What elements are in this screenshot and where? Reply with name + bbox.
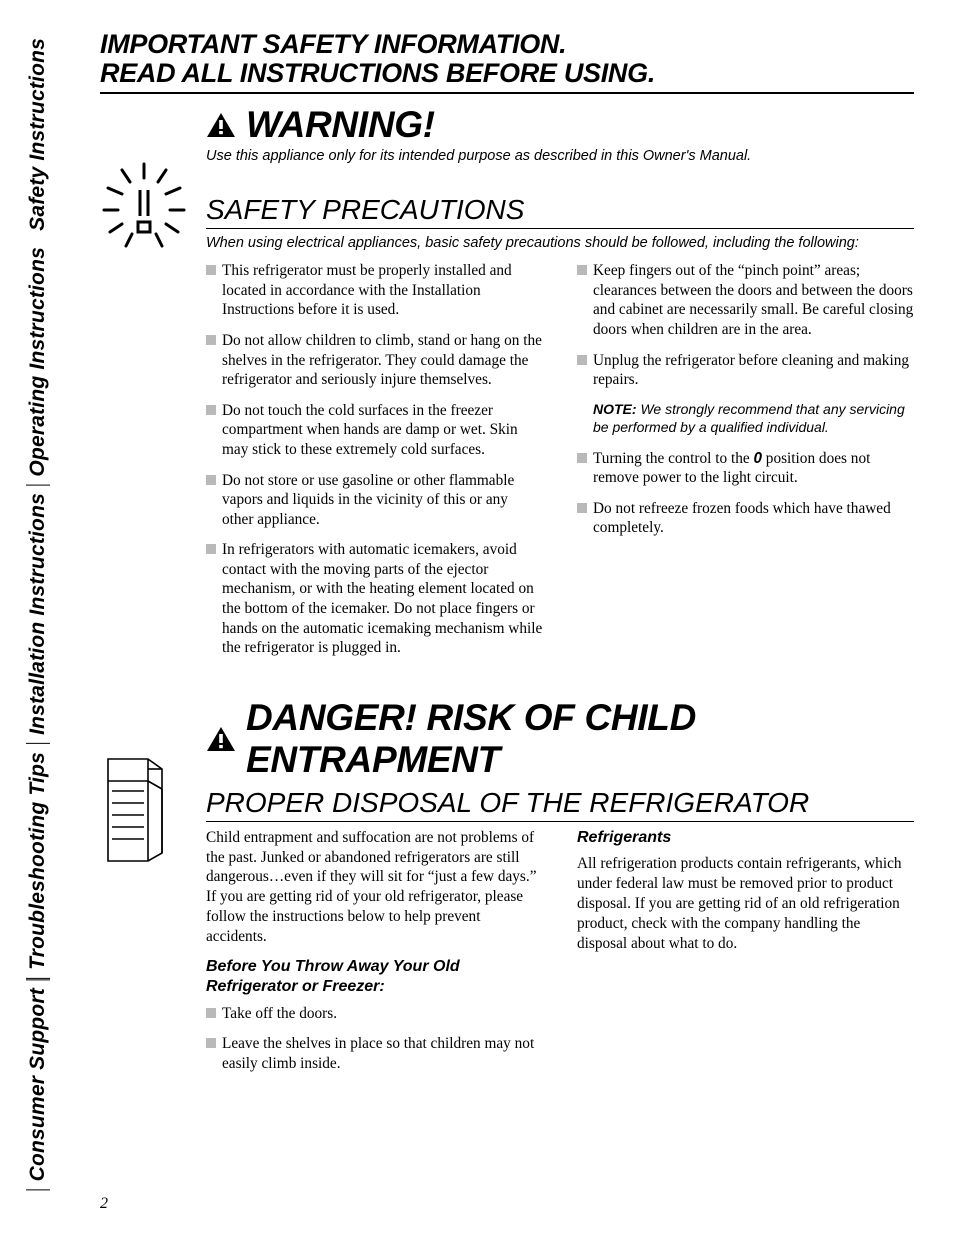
- danger-columns: Child entrapment and suffocation are not…: [206, 828, 914, 1085]
- danger-left-para: Child entrapment and suffocation are not…: [206, 828, 543, 947]
- list-item: Do not allow children to climb, stand or…: [206, 331, 543, 390]
- tab-installation-instructions[interactable]: Installation Instructions: [26, 485, 50, 744]
- danger-left-col: Child entrapment and suffocation are not…: [206, 828, 543, 1085]
- before-throw-away-heading: Before You Throw Away Your Old Refrigera…: [206, 957, 543, 998]
- warning-subtext: Use this appliance only for its intended…: [206, 148, 914, 164]
- page-number: 2: [100, 1195, 108, 1213]
- list-item: Take off the doors.: [206, 1004, 543, 1024]
- list-item: Do not touch the cold surfaces in the fr…: [206, 401, 543, 460]
- refrigerants-para: All refrigeration products contain refri…: [577, 854, 914, 953]
- danger-icon-col: [100, 697, 188, 1085]
- refrigerator-icon: [100, 850, 170, 867]
- precautions-right-list-1: Keep fingers out of the “pinch point” ar…: [577, 261, 914, 389]
- tab-safety-instructions[interactable]: Safety Instructions: [26, 30, 50, 239]
- danger-section: DANGER! RISK OF CHILD ENTRAPMENT PROPER …: [100, 697, 914, 1085]
- attention-burst-icon: [100, 237, 188, 254]
- title-line-2: READ ALL INSTRUCTIONS BEFORE USING.: [100, 58, 655, 88]
- page: Safety Instructions Operating Instructio…: [0, 0, 954, 1235]
- precautions-left-list: This refrigerator must be properly insta…: [206, 261, 543, 657]
- item-pre: Turning the control to the: [593, 450, 753, 467]
- precautions-lead: When using electrical appliances, basic …: [206, 235, 914, 251]
- precautions-columns: This refrigerator must be properly insta…: [206, 261, 914, 668]
- warning-heading-text: WARNING!: [246, 104, 435, 146]
- tab-operating-instructions[interactable]: Operating Instructions: [26, 239, 50, 486]
- precautions-note: NOTE: We strongly recommend that any ser…: [593, 401, 914, 437]
- precautions-right-col: Keep fingers out of the “pinch point” ar…: [577, 261, 914, 668]
- item-bold: 0: [753, 450, 762, 467]
- list-item: This refrigerator must be properly insta…: [206, 261, 543, 320]
- precautions-heading: SAFETY PRECAUTIONS: [206, 194, 914, 229]
- note-text: We strongly recommend that any servicing…: [593, 401, 905, 435]
- precautions-right-list-2: Turning the control to the 0 position do…: [577, 449, 914, 538]
- alert-triangle-icon: [206, 726, 236, 752]
- list-item: Unplug the refrigerator before cleaning …: [577, 351, 914, 390]
- warning-heading: WARNING!: [206, 104, 914, 146]
- list-item: In refrigerators with automatic icemaker…: [206, 540, 543, 657]
- list-item: Do not store or use gasoline or other fl…: [206, 471, 543, 530]
- list-item: Turning the control to the 0 position do…: [577, 449, 914, 488]
- list-item: Do not refreeze frozen foods which have …: [577, 499, 914, 538]
- disposal-heading: PROPER DISPOSAL OF THE REFRIGERATOR: [206, 787, 914, 822]
- note-label: NOTE:: [593, 401, 637, 417]
- warning-section: WARNING! Use this appliance only for its…: [100, 104, 914, 668]
- tab-consumer-support[interactable]: Consumer Support: [26, 979, 50, 1190]
- side-tabs: Safety Instructions Operating Instructio…: [26, 30, 62, 1191]
- tab-troubleshooting-tips[interactable]: Troubleshooting Tips: [26, 744, 50, 979]
- content: IMPORTANT SAFETY INFORMATION. READ ALL I…: [100, 30, 914, 1085]
- danger-heading: DANGER! RISK OF CHILD ENTRAPMENT: [206, 697, 914, 781]
- list-item: Leave the shelves in place so that child…: [206, 1034, 543, 1073]
- title-line-1: IMPORTANT SAFETY INFORMATION.: [100, 29, 566, 59]
- list-item: Keep fingers out of the “pinch point” ar…: [577, 261, 914, 339]
- before-throw-away-list: Take off the doors. Leave the shelves in…: [206, 1004, 543, 1074]
- danger-heading-text: DANGER! RISK OF CHILD ENTRAPMENT: [246, 697, 914, 781]
- alert-triangle-icon: [206, 112, 236, 138]
- danger-right-col: Refrigerants All refrigeration products …: [577, 828, 914, 1085]
- warning-icon-col: [100, 104, 188, 668]
- precautions-left-col: This refrigerator must be properly insta…: [206, 261, 543, 668]
- page-title: IMPORTANT SAFETY INFORMATION. READ ALL I…: [100, 30, 914, 94]
- refrigerants-heading: Refrigerants: [577, 828, 914, 848]
